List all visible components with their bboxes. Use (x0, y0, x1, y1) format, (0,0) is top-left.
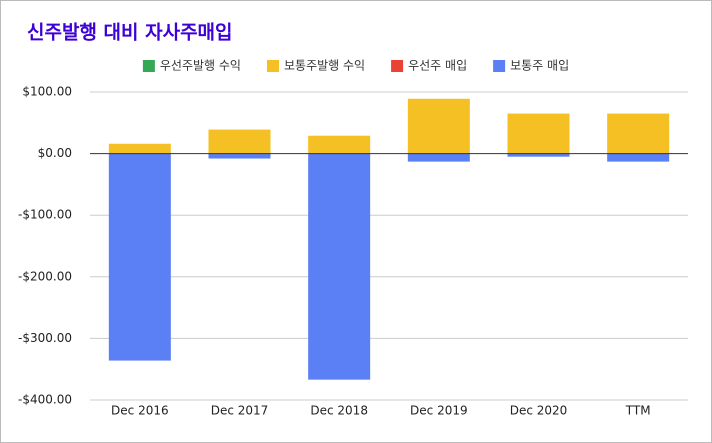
bar-segment (208, 129, 271, 154)
x-tick-label: TTM (625, 404, 651, 418)
x-tick-label: Dec 2020 (510, 404, 568, 418)
legend-label: 우선주발행 수익 (160, 58, 241, 73)
x-tick-label: Dec 2016 (111, 404, 169, 418)
bar-segment (607, 153, 670, 162)
y-tick-label: $0.00 (38, 146, 72, 160)
legend-swatch (266, 60, 279, 72)
bar-segment (407, 153, 470, 162)
bar-segment (607, 113, 670, 154)
x-tick-label: Dec 2018 (310, 404, 368, 418)
bar-segment (407, 98, 470, 154)
y-tick-label: -$300.00 (18, 331, 72, 345)
x-tick-label: Dec 2017 (211, 404, 269, 418)
legend-swatch (391, 60, 404, 72)
chart-title: 신주발행 대비 자사주매입 (27, 22, 233, 44)
legend-label: 보통주 매입 (510, 59, 569, 73)
legend-swatch (142, 60, 155, 72)
bar-segment (108, 153, 171, 361)
legend-label: 보통주발행 수익 (284, 58, 365, 73)
bar-segment (507, 153, 570, 157)
bar-segment (308, 135, 371, 154)
bar-segment (108, 143, 171, 154)
y-tick-label: -$200.00 (18, 269, 72, 283)
bar-segment (308, 153, 371, 380)
legend-label: 우선주 매입 (408, 59, 467, 73)
y-tick-label: -$400.00 (18, 393, 72, 407)
bar-segment (507, 113, 570, 154)
y-tick-label: $100.00 (22, 85, 72, 99)
y-tick-label: -$100.00 (18, 208, 72, 222)
bar-segment (208, 153, 271, 159)
legend-swatch (493, 60, 506, 72)
x-tick-label: Dec 2019 (410, 404, 468, 418)
